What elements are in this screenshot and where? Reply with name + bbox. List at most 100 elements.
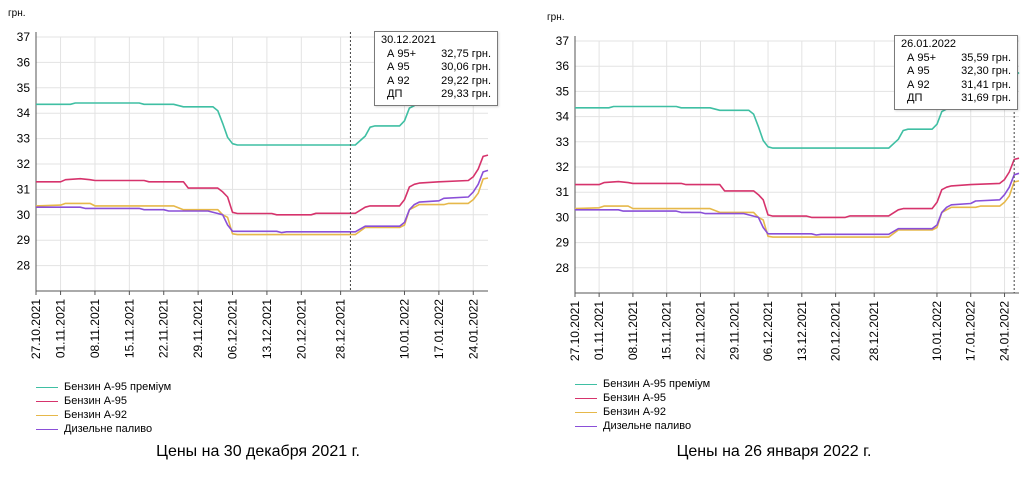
x-tick-label: 22.11.2021 — [693, 301, 707, 360]
legend-swatch — [575, 411, 597, 413]
x-tick-label: 17.01.2022 — [964, 301, 978, 361]
series-line — [575, 172, 1020, 236]
y-tick-label: 31 — [17, 182, 31, 196]
legend-swatch — [36, 386, 58, 388]
x-tick-label: 06.12.2021 — [226, 299, 240, 359]
y-tick-label: 36 — [556, 59, 570, 73]
legend-label: Бензин А-95 преміум — [64, 381, 172, 393]
tooltip-value: 29,22 грн. — [441, 74, 491, 87]
x-tick-label: 22.11.2021 — [157, 299, 171, 358]
tooltip-value: 31,69 грн. — [961, 92, 1011, 104]
x-tick-label: 20.12.2021 — [294, 299, 308, 359]
legend-item[interactable]: Дизельне паливо — [575, 419, 710, 433]
y-tick-label: 33 — [556, 135, 570, 149]
legend-label: Бензин А-95 преміум — [603, 378, 711, 390]
tooltip-value: 32,30 грн. — [961, 65, 1011, 77]
x-tick-label: 15.11.2021 — [122, 299, 136, 358]
tooltip-label: ДП — [387, 88, 403, 100]
y-tick-label: 32 — [556, 160, 570, 174]
legend-label: Бензин А-95 — [603, 392, 666, 404]
x-tick-label: 29.11.2021 — [727, 301, 741, 360]
legend-item[interactable]: Бензин А-95 — [575, 391, 710, 405]
x-tick-label: 24.01.2022 — [998, 301, 1012, 361]
x-tick-label: 24.01.2022 — [466, 299, 480, 359]
tooltip-date: 26.01.2022 — [901, 38, 957, 50]
series-line — [36, 169, 489, 234]
series-line — [36, 154, 489, 216]
tooltip-row: ДП 29,33 грн. — [381, 88, 491, 102]
x-tick-label: 01.11.2021 — [592, 301, 606, 360]
legend-label: Дизельне паливо — [603, 420, 692, 432]
chart-caption: Цены на 26 января 2022 г. — [676, 443, 872, 460]
tooltip-label: А 95 — [907, 65, 930, 77]
tooltip-label: А 95+ — [907, 51, 937, 64]
y-tick-label: 28 — [556, 261, 570, 275]
chart-panel-left: 28 29 30 31 32 33 34 35 36 37 грн. 27.10.2021 01.11.… — [0, 0, 516, 491]
tooltip-row: А 95+ 35,59 грн. — [901, 52, 1011, 66]
tooltip-right: 26.01.2022 А 95+ 35,59 грн. А 95 32,30 грн… — [894, 35, 1018, 110]
y-tick-label: 34 — [17, 106, 31, 120]
x-tick-label: 01.11.2021 — [54, 299, 68, 358]
x-tick-label: 15.11.2021 — [660, 301, 674, 360]
tooltip-date: 30.12.2021 — [381, 34, 437, 46]
legend-swatch — [575, 397, 597, 399]
x-tick-label: 06.12.2021 — [761, 301, 775, 361]
legend-item[interactable]: Бензин А-95 — [36, 394, 171, 408]
legend-item[interactable]: Бензин А-92 — [575, 405, 710, 419]
chart-panel-right: 28 29 30 31 32 33 34 35 36 37 грн. 27.10.2021 01.11.… — [516, 0, 1032, 491]
y-tick-label: 29 — [17, 233, 31, 247]
legend-label: Дизельне паливо — [64, 423, 153, 435]
x-tick-label: 13.12.2021 — [260, 299, 274, 359]
legend-right: Бензин А-95 преміум Бензин А-95 Бензин А… — [575, 377, 710, 433]
tooltip-row: А 92 31,41 грн. — [901, 79, 1011, 93]
x-tick-label: 08.11.2021 — [626, 301, 640, 360]
x-tick-label: 28.12.2021 — [334, 299, 348, 359]
tooltip-label: А 92 — [907, 78, 930, 91]
x-tick-label: 17.01.2022 — [432, 299, 446, 359]
y-tick-label: 31 — [556, 185, 570, 199]
x-tick-label: 10.01.2022 — [930, 301, 944, 361]
legend-swatch — [36, 414, 58, 416]
series-line — [574, 180, 1020, 238]
x-tick-label: 08.11.2021 — [88, 299, 102, 358]
chart-svg-left: 28 29 30 31 32 33 34 35 36 37 грн. 27.10.2021 01.11.… — [8, 8, 489, 359]
x-tick-label: 29.11.2021 — [191, 299, 205, 358]
legend-label: Бензин А-92 — [64, 409, 127, 421]
legend-swatch — [575, 425, 597, 427]
y-tick-label: 30 — [556, 210, 570, 224]
y-axis-unit: грн. — [547, 12, 565, 23]
legend-item[interactable]: Бензин А-92 — [36, 408, 171, 422]
legend-label: Бензин А-95 — [64, 395, 127, 407]
tooltip-label: А 95 — [387, 61, 410, 73]
tooltip-row: А 95 30,06 грн. — [381, 61, 491, 75]
tooltip-value: 31,41 грн. — [961, 78, 1011, 91]
tooltip-value: 29,33 грн. — [441, 88, 491, 100]
tooltip-value: 32,75 грн. — [441, 47, 491, 60]
x-tick-label: 20.12.2021 — [829, 301, 843, 361]
chart-caption: Цены на 30 декабря 2021 г. — [156, 443, 360, 460]
y-tick-label: 33 — [17, 132, 31, 146]
tooltip-row: А 92 29,22 грн. — [381, 75, 491, 89]
tooltip-row: ДП 31,69 грн. — [901, 92, 1011, 106]
y-tick-label: 37 — [17, 30, 31, 44]
x-tick-label: 13.12.2021 — [795, 301, 809, 361]
x-tick-label: 28.12.2021 — [867, 301, 881, 361]
tooltip-row: А 95 32,30 грн. — [901, 65, 1011, 79]
y-tick-label: 28 — [17, 259, 31, 273]
y-tick-label: 36 — [17, 55, 31, 69]
y-tick-label: 34 — [556, 110, 570, 124]
legend-swatch — [36, 428, 58, 430]
legend-item[interactable]: Бензин А-95 преміум — [575, 377, 710, 391]
tooltip-row: А 95+ 32,75 грн. — [381, 48, 491, 62]
y-axis-unit: грн. — [8, 8, 26, 19]
legend-swatch — [36, 400, 58, 402]
legend-item[interactable]: Дизельне паливо — [36, 422, 171, 436]
tooltip-value: 30,06 грн. — [441, 61, 491, 73]
series-line — [575, 157, 1020, 219]
series-line — [35, 177, 489, 236]
x-tick-label: 27.10.2021 — [568, 301, 582, 361]
legend-item[interactable]: Бензин А-95 преміум — [36, 380, 171, 394]
y-tick-label: 37 — [556, 34, 570, 48]
tooltip-label: ДП — [907, 92, 923, 104]
tooltip-value: 35,59 грн. — [961, 51, 1011, 64]
